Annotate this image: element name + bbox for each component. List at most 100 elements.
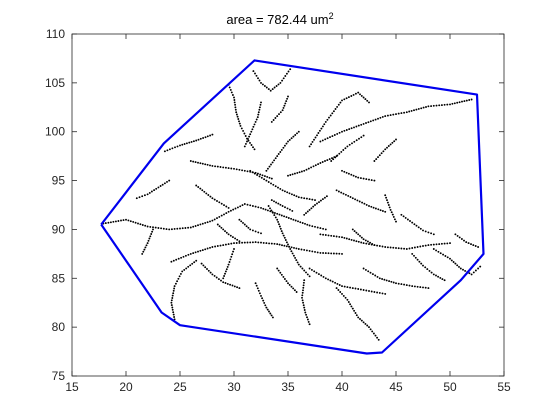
data-point bbox=[341, 169, 343, 172]
data-point bbox=[172, 292, 175, 295]
data-point bbox=[288, 208, 291, 211]
data-point bbox=[365, 178, 368, 181]
data-point bbox=[216, 245, 219, 247]
data-point bbox=[357, 288, 360, 290]
data-point bbox=[318, 129, 321, 132]
data-point bbox=[227, 233, 230, 236]
data-point bbox=[283, 278, 286, 280]
data-point bbox=[393, 140, 396, 143]
data-point bbox=[302, 284, 305, 287]
data-point bbox=[268, 176, 271, 179]
data-point bbox=[419, 286, 422, 289]
data-point bbox=[224, 230, 226, 233]
data-point bbox=[413, 109, 415, 112]
data-point bbox=[254, 72, 256, 75]
data-point bbox=[172, 259, 175, 262]
data-point bbox=[362, 134, 365, 137]
data-point bbox=[201, 249, 204, 252]
data-point bbox=[259, 173, 262, 176]
data-point bbox=[351, 287, 354, 290]
data-point bbox=[129, 220, 132, 223]
data-point bbox=[199, 137, 202, 140]
data-point bbox=[397, 282, 400, 285]
data-point bbox=[305, 197, 308, 200]
data-point bbox=[270, 182, 272, 185]
data-point bbox=[104, 222, 107, 225]
data-point bbox=[432, 104, 435, 107]
data-point bbox=[173, 316, 176, 318]
data-point bbox=[273, 212, 276, 214]
data-point bbox=[311, 140, 314, 143]
data-point bbox=[334, 156, 337, 159]
data-point bbox=[306, 316, 308, 319]
data-point bbox=[223, 275, 226, 277]
data-point bbox=[290, 246, 293, 249]
data-point bbox=[211, 164, 214, 167]
data-point bbox=[170, 228, 173, 231]
data-point bbox=[266, 308, 269, 311]
data-point bbox=[260, 206, 262, 209]
data-point bbox=[310, 207, 313, 210]
data-point bbox=[333, 134, 336, 136]
data-point bbox=[442, 253, 445, 256]
data-point bbox=[324, 138, 327, 141]
data-point bbox=[441, 278, 444, 281]
data-point bbox=[365, 242, 368, 245]
data-point bbox=[235, 113, 238, 116]
data-point bbox=[185, 142, 188, 145]
data-point bbox=[352, 174, 355, 177]
data-point bbox=[172, 313, 175, 316]
data-point bbox=[367, 270, 370, 273]
data-point bbox=[274, 216, 277, 219]
data-point bbox=[347, 301, 350, 303]
data-point bbox=[295, 259, 298, 262]
data-point bbox=[305, 271, 307, 274]
data-point bbox=[247, 138, 249, 140]
data-point bbox=[324, 120, 327, 123]
data-point bbox=[278, 225, 281, 228]
data-point bbox=[253, 148, 256, 151]
data-point bbox=[330, 234, 333, 237]
data-point bbox=[320, 127, 323, 130]
data-point bbox=[166, 149, 169, 152]
data-point bbox=[395, 220, 397, 223]
data-point bbox=[258, 79, 261, 82]
data-point bbox=[470, 98, 473, 101]
data-point bbox=[296, 171, 299, 174]
data-point bbox=[218, 225, 221, 228]
data-point bbox=[410, 109, 413, 112]
data-point bbox=[327, 252, 330, 255]
data-point bbox=[120, 219, 122, 222]
data-point bbox=[321, 161, 324, 163]
data-point bbox=[230, 167, 233, 170]
data-point bbox=[170, 301, 173, 304]
data-point bbox=[400, 213, 403, 216]
data-point bbox=[139, 223, 142, 226]
data-point bbox=[464, 269, 467, 272]
data-point bbox=[317, 273, 320, 276]
data-point bbox=[303, 309, 306, 311]
data-point bbox=[357, 233, 360, 236]
data-point bbox=[348, 128, 351, 131]
data-point bbox=[278, 223, 280, 226]
data-point bbox=[360, 123, 363, 126]
data-point bbox=[146, 193, 149, 196]
data-point bbox=[443, 242, 446, 245]
data-point bbox=[254, 241, 257, 244]
y-tick-label: 85 bbox=[52, 271, 66, 285]
data-point bbox=[353, 140, 356, 143]
data-point bbox=[276, 155, 279, 158]
data-point bbox=[283, 190, 286, 193]
data-point bbox=[345, 237, 348, 240]
data-point bbox=[349, 286, 352, 289]
data-point bbox=[308, 249, 311, 252]
data-point bbox=[141, 195, 144, 198]
data-point bbox=[256, 172, 259, 175]
data-point bbox=[342, 192, 345, 195]
data-point bbox=[255, 118, 258, 121]
data-point bbox=[230, 91, 233, 94]
data-point bbox=[227, 243, 230, 246]
data-point bbox=[240, 220, 243, 223]
data-point bbox=[191, 262, 194, 265]
data-point bbox=[294, 256, 297, 259]
